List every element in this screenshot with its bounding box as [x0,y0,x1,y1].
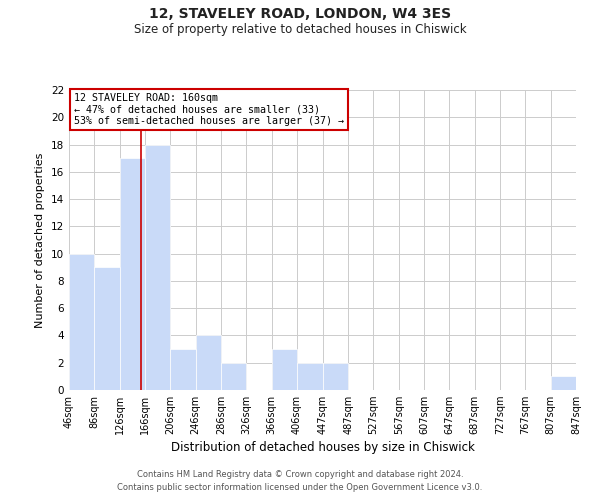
Bar [145,144,170,390]
Bar [170,349,196,390]
Bar [297,362,323,390]
Bar [94,268,119,390]
Text: Size of property relative to detached houses in Chiswick: Size of property relative to detached ho… [134,22,466,36]
Bar [221,362,246,390]
Y-axis label: Number of detached properties: Number of detached properties [35,152,46,328]
Bar [551,376,576,390]
Bar [323,362,348,390]
Text: 12, STAVELEY ROAD, LONDON, W4 3ES: 12, STAVELEY ROAD, LONDON, W4 3ES [149,8,451,22]
Text: 12 STAVELEY ROAD: 160sqm
← 47% of detached houses are smaller (33)
53% of semi-d: 12 STAVELEY ROAD: 160sqm ← 47% of detach… [74,93,344,126]
Bar [119,158,145,390]
X-axis label: Distribution of detached houses by size in Chiswick: Distribution of detached houses by size … [170,442,475,454]
Bar [69,254,94,390]
Bar [272,349,297,390]
Bar [196,336,221,390]
Text: Contains HM Land Registry data © Crown copyright and database right 2024.
Contai: Contains HM Land Registry data © Crown c… [118,470,482,492]
